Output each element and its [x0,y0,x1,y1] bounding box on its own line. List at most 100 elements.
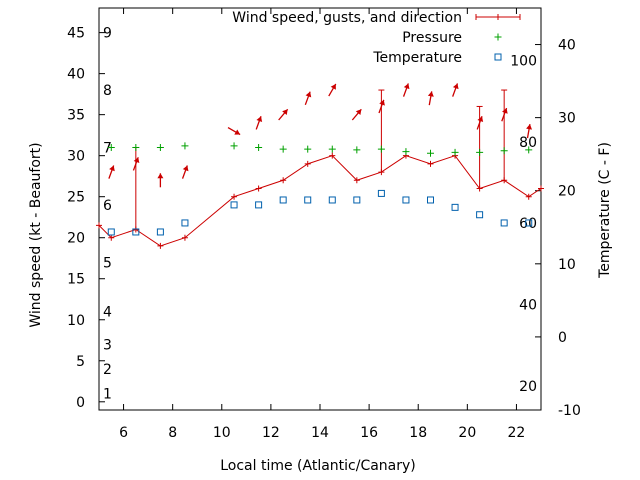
wind-speed-point [304,160,311,167]
wind-direction-arrow [402,83,410,97]
legend-label: Pressure [402,30,462,46]
x-tick-label: 20 [458,425,476,441]
temperature-point [353,196,361,204]
pressure-point [525,146,533,154]
chart-marks [96,83,544,249]
y-tick-label: 45 [67,26,85,42]
wind-direction-arrow [255,116,263,130]
wind-speed-point [96,222,102,229]
x-tick-label: 12 [262,425,280,441]
y-tick-label: 20 [67,231,85,247]
temperature-point [255,201,263,209]
pressure-point [451,148,459,156]
y-tick-label: 15 [67,272,85,288]
y2-tick-label: -10 [558,403,581,419]
pressure-point [255,143,263,151]
arrow-head [355,109,362,116]
temperature-point [328,196,336,204]
arrow-head [133,157,140,164]
beaufort-label: 2 [103,362,112,378]
beaufort-label: 4 [103,305,112,321]
temperature-point [156,228,164,236]
y2-tick-label: 20 [558,184,576,200]
beaufort-label: 8 [103,83,112,99]
x-tick-label: 10 [213,425,231,441]
y2-axis-label: Temperature (C - F) [597,142,613,279]
wind-direction-arrow [452,83,459,97]
fahrenheit-label: 20 [519,379,537,395]
temperature-point [525,219,533,227]
temperature-point [181,219,189,227]
pressure-point [377,145,385,153]
temperature-point [279,196,287,204]
pressure-point [476,148,484,156]
arrow-head [256,116,263,123]
fahrenheit-label: 80 [519,135,537,151]
arrow-head [157,173,164,179]
temperature-point [304,196,312,204]
pressure-point [427,149,434,157]
arrow-head [330,83,336,90]
fahrenheit-label: 100 [510,54,537,70]
wind-direction-arrow [526,124,533,139]
wind-direction-arrow [427,91,434,106]
wind-direction-arrow [476,116,484,130]
wind-speed-point [476,185,483,192]
wind-speed-point [181,234,188,241]
legend-wind-marker [495,14,501,20]
legend-label: Wind speed, gusts, and direction [232,10,462,26]
beaufort-label: 6 [103,198,112,214]
temperature-point [427,196,434,204]
wind-speed-point [157,242,164,249]
y-tick-label: 10 [67,313,85,329]
legend-pressure-marker [494,33,502,41]
y2-tick-label: 40 [558,38,576,54]
pressure-point [500,147,508,155]
pressure-point [353,146,361,154]
y2-tick-label: 30 [558,111,576,127]
pressure-point [107,143,115,151]
arrow-head [379,99,385,106]
x-tick-label: 6 [119,425,128,441]
wind-direction-arrow [328,83,337,97]
x-tick-label: 14 [311,425,329,441]
wind-speed-point [525,193,532,200]
temperature-point [230,201,238,209]
arrow-head [477,116,484,123]
fahrenheit-label: 60 [519,216,537,232]
beaufort-label: 3 [103,337,112,353]
wind-speed-line [98,155,542,247]
arrow-head [403,83,410,90]
pressure-point [181,142,189,150]
beaufort-label: 7 [103,140,112,156]
pressure-point [156,143,164,151]
arrow-head [502,108,508,114]
wind-speed-point [255,185,262,192]
y-tick-label: 30 [67,149,85,165]
wind-direction-arrow [227,126,241,136]
beaufort-label: 1 [103,387,112,403]
arrow-head [282,109,288,116]
y-tick-label: 35 [67,108,85,124]
wind-speed-point [353,177,360,184]
wind-direction-arrow [181,165,189,179]
temperature-point [500,219,508,227]
wind-speed-point [132,226,139,233]
temperature-point [402,196,410,204]
temperature-point [107,228,115,236]
arrow-head [182,165,189,172]
beaufort-label: 9 [103,26,112,42]
y-tick-label: 25 [67,190,85,206]
wind-speed-point [501,177,508,184]
y-tick-label: 0 [76,395,85,411]
y2-tick-label: 0 [558,330,567,346]
y-tick-label: 40 [67,67,85,83]
temperature-point [451,203,459,211]
wind-speed-point [108,234,115,241]
wind-speed-point [427,160,434,167]
wind-direction-arrow [157,173,164,188]
pressure-point [328,145,336,153]
arrow-head [109,165,115,172]
fahrenheit-label: 40 [519,298,537,314]
y-axis-label: Wind speed (kt - Beaufort) [28,142,44,327]
